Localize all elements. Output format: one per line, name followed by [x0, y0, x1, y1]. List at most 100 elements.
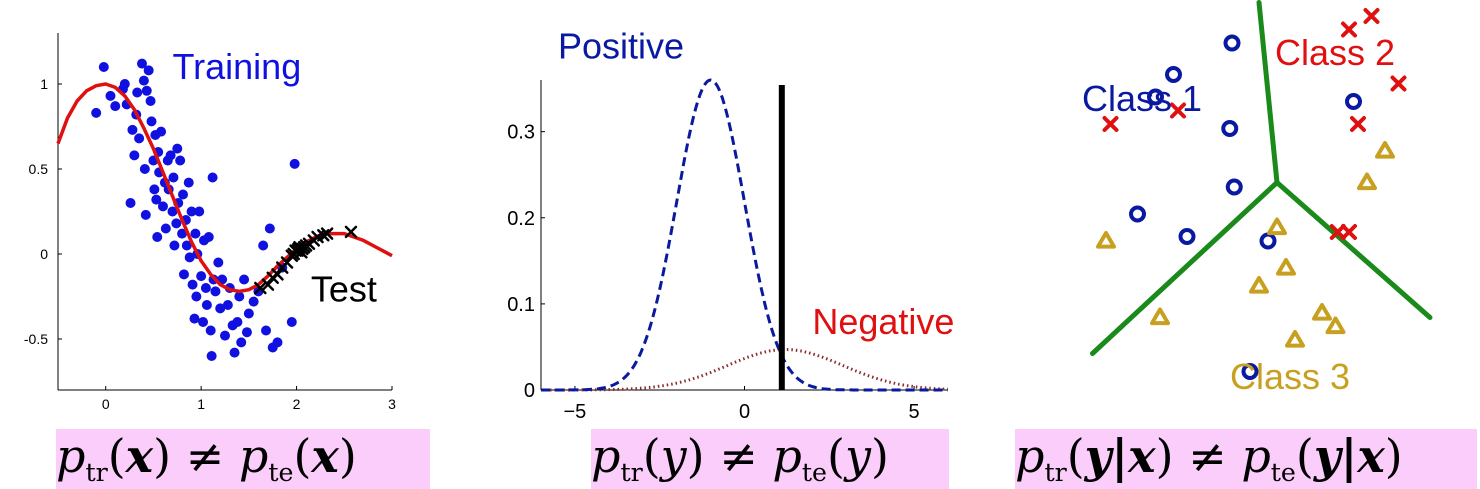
- training-point: [119, 79, 130, 89]
- class2-point: [1363, 8, 1380, 24]
- caption-paren-close: ): [686, 429, 705, 483]
- test-point-stroke-b: [261, 278, 275, 291]
- caption-paren-close2: ): [870, 429, 889, 483]
- caption-class-prior-shift: ptr(y) ≠ pte(y): [591, 429, 949, 489]
- class1-point: [1223, 34, 1241, 52]
- test-point: [320, 227, 334, 240]
- caption-p: p: [1015, 429, 1045, 483]
- caption-sub-te: te: [268, 457, 294, 487]
- x-tick-label: 1: [197, 396, 205, 412]
- caption-paren-open: (: [107, 429, 126, 483]
- training-point: [167, 206, 178, 217]
- y-tick-label: 0.5: [29, 161, 49, 177]
- training-point: [203, 232, 214, 242]
- class2-point: [1329, 224, 1346, 240]
- annotation-training: Training: [173, 46, 302, 87]
- caption-sub-tr: tr: [1044, 457, 1067, 487]
- y-tick-label: 0: [524, 380, 535, 402]
- class1-point: [1241, 363, 1259, 380]
- training-point: [105, 90, 116, 101]
- caption-p2: p: [1241, 429, 1271, 483]
- test-point-stroke-b: [344, 225, 358, 239]
- caption-p2: p: [772, 429, 802, 483]
- class2-point-stroke-b: [1341, 224, 1357, 240]
- training-point: [181, 240, 192, 251]
- class3-point: [1150, 307, 1170, 326]
- annotation-class-3: Class 3: [1230, 356, 1350, 397]
- caption-p: p: [591, 429, 621, 483]
- training-point: [138, 75, 149, 86]
- training-point: [149, 184, 160, 195]
- training-point: [146, 116, 157, 127]
- training-point: [129, 150, 140, 161]
- caption-var: y|x: [1084, 429, 1156, 483]
- caption-neq: ≠: [1173, 429, 1242, 483]
- training-point: [220, 330, 230, 341]
- class3-point: [1357, 172, 1377, 191]
- training-point: [136, 58, 147, 69]
- decision-boundary-line: [1256, 0, 1280, 185]
- training-point: [141, 85, 152, 96]
- class3-point: [1267, 217, 1287, 236]
- training-point: [127, 124, 138, 135]
- caption-sub-te: te: [1270, 457, 1296, 487]
- class2-point: [1350, 116, 1366, 132]
- training-point: [229, 347, 240, 358]
- training-point: [198, 317, 209, 327]
- negative-density-line: [541, 348, 948, 392]
- class2-point-stroke-b: [1341, 21, 1357, 38]
- training-point: [157, 201, 168, 212]
- class1-point: [1345, 93, 1362, 110]
- training-point: [152, 232, 163, 242]
- training-point: [210, 286, 221, 297]
- training-point: [139, 164, 150, 174]
- x-tick-label: 0: [739, 401, 750, 423]
- class2-point-stroke-b: [1390, 75, 1407, 92]
- fit-curve-line: [56, 82, 393, 294]
- class3-point: [1312, 303, 1332, 321]
- training-point: [236, 337, 247, 348]
- caption-sub-tr: tr: [620, 457, 643, 487]
- training-point: [243, 308, 254, 319]
- training-point: [286, 317, 297, 327]
- class3-point: [1096, 231, 1116, 249]
- training-point: [248, 296, 259, 307]
- training-point: [189, 313, 200, 324]
- training-point: [206, 351, 217, 361]
- caption-sub-te: te: [801, 457, 828, 487]
- y-tick-label: 0.3: [507, 122, 535, 144]
- class3-point: [1276, 258, 1296, 276]
- class2-point: [1102, 116, 1119, 132]
- training-point: [205, 325, 216, 336]
- test-point: [254, 281, 267, 295]
- training-point: [184, 252, 195, 263]
- training-point: [110, 101, 121, 112]
- test-point-stroke-b: [271, 268, 284, 281]
- y-tick-label: 0: [40, 246, 48, 262]
- training-point: [134, 133, 145, 144]
- class3-point: [1249, 276, 1269, 294]
- test-point: [280, 256, 294, 269]
- training-point: [183, 177, 194, 188]
- training-point: [172, 143, 183, 154]
- caption-var: y: [660, 429, 687, 483]
- caption-p: p: [56, 429, 86, 483]
- class3-point: [1285, 330, 1305, 348]
- panel-covariate-shift: 0 1 2 3 -0.5 0 0.5 1 Training Test: [24, 33, 396, 412]
- training-point: [171, 218, 182, 229]
- training-point: [234, 291, 245, 302]
- training-point: [151, 194, 162, 205]
- test-point-stroke-b: [280, 256, 294, 269]
- class1-point: [1225, 178, 1243, 196]
- class2-point-stroke-b: [1170, 102, 1186, 119]
- training-point: [200, 283, 211, 293]
- panel-class-prior-shift: −5 0 5 0 0.1 0.2 0.3 Positive Negative: [507, 25, 954, 423]
- class2-point: [1390, 75, 1407, 92]
- test-point-stroke-b: [254, 281, 267, 295]
- training-point: [264, 223, 275, 234]
- training-point: [191, 291, 202, 302]
- training-point: [215, 303, 226, 314]
- class1-point: [1259, 232, 1277, 250]
- caption-paren-open: (: [642, 429, 661, 483]
